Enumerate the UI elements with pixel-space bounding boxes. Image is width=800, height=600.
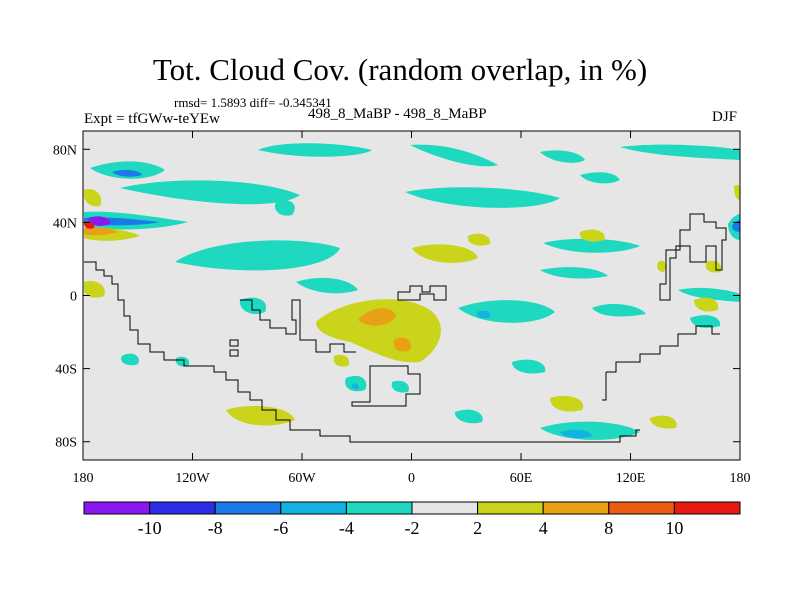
colorbar-label: -4 [339,518,354,538]
season-label: DJF [712,109,738,125]
coastline-small [602,372,607,401]
coastline-island [229,349,239,357]
neg-contour [678,287,740,302]
colorbar-label: 2 [473,518,482,538]
colorbar-swatch [149,501,216,515]
neg-contour [112,169,142,177]
neg-contour [410,144,498,167]
y-tick-label: 0 [70,290,77,305]
pos-contour [358,308,396,326]
neg-contour [543,238,640,253]
pos-contour [226,405,295,426]
neg-contour [560,429,592,439]
colorbar-swatch [608,501,675,515]
pos-contour [467,233,491,246]
experiment-label: Expt = tfGWw-teYEw [84,111,220,127]
pos-contour [650,415,677,429]
x-tick-label: 180 [73,471,94,486]
colorbar-label: -2 [405,518,420,538]
coastline-europe [397,285,447,301]
y-tick-label: 40S [55,363,77,378]
x-tick-label: 60E [510,471,533,486]
pos-contour [657,260,666,272]
map-background [83,131,740,460]
colorbar-label: -6 [273,518,288,538]
pos-contour [333,354,350,367]
pos-contour [579,229,605,242]
pos-contour [84,189,102,207]
colorbar-label: 8 [604,518,613,538]
y-tick-label: 80S [55,436,77,451]
stats-label: rmsd= 1.5893 diff= -0.345341 [174,95,332,110]
y-tick-label: 80N [53,143,77,158]
neg-contour [175,356,190,367]
neg-contour [296,277,358,294]
colorbar-swatch [411,501,479,515]
neg-contour [405,187,560,208]
pos-contour [550,395,584,412]
coastline-africa [240,299,356,353]
pos-contour [84,280,105,298]
neg-contour [690,315,721,328]
x-tick-label: 180 [730,471,751,486]
pos-contour [412,244,478,263]
coastline-australia [606,325,720,373]
neg-contour [454,409,483,424]
pos-contour [393,337,411,352]
axis-ticks [82,131,741,460]
neg-contour [274,200,295,216]
colorbar-swatch [477,501,544,515]
coastline-americas [84,261,640,443]
colorbar-swatch [214,501,282,515]
neg-contour [592,303,646,317]
pos-contour [84,227,118,236]
pos-contour [88,216,111,226]
case-label: 498_8_MaBP - 498_8_MaBP [308,106,487,122]
colorbar: -10 -8 -6 -4 -2 2 4 8 10 [83,501,741,538]
colorbar-label: 10 [665,518,683,538]
x-tick-label: 0 [408,471,415,486]
x-tick-label: 120W [175,471,210,486]
neg-contour [121,353,139,366]
neg-contour [732,220,740,232]
colorbar-swatch [280,501,347,515]
colorbar-label: -8 [208,518,223,538]
neg-contour [540,267,608,279]
coastlines [84,213,727,443]
x-tick-label: 120E [616,471,646,486]
neg-contour [175,240,340,271]
neg-contour [476,310,491,319]
colorbar-swatch [542,501,610,515]
x-tick-label: 60W [288,471,316,486]
neg-contour [120,180,300,205]
chart-title: Tot. Cloud Cov. (random overlap, in %) [152,52,648,87]
neg-contour [580,172,620,184]
pos-contour [694,297,719,312]
colorbar-swatch [345,501,413,515]
colorbar-swatch [83,501,151,515]
coastline-island [229,339,239,347]
coastline-antarctic [351,365,421,407]
colorbar-label: 4 [539,518,548,538]
colorbar-swatch [673,501,741,515]
pos-contour [84,221,95,229]
y-tick-label: 40N [53,216,77,231]
neg-contour [512,359,546,374]
tick-labels: 180 120W 60W 0 60E 120E 180 80N 40N 0 40S 80S [53,143,751,486]
neg-contour [620,144,740,160]
neg-contour [391,380,409,393]
pos-contour [734,185,740,200]
neg-contour [351,383,360,390]
neg-contour [258,143,372,157]
coastline-arctic [659,213,727,301]
colorbar-label: -10 [138,518,162,538]
map-fields [84,143,740,440]
neg-contour [540,150,585,163]
